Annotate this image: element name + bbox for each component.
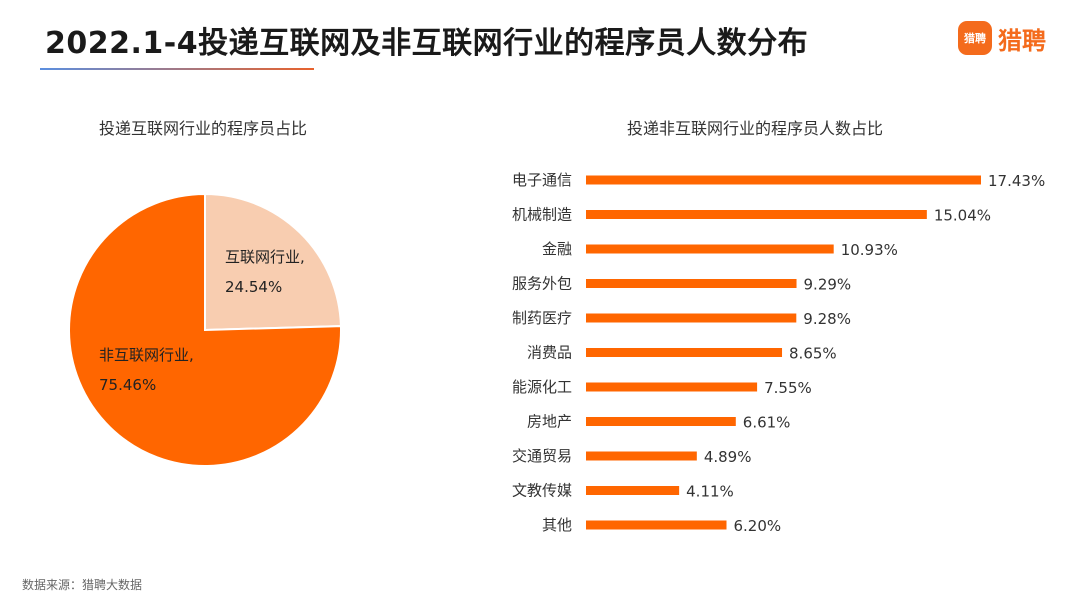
bar-category-label: 制药医疗: [512, 309, 572, 327]
bar: [586, 486, 680, 495]
bar-value-label: 7.55%: [764, 379, 812, 397]
bar-value-label: 9.28%: [803, 310, 851, 328]
bar: [586, 451, 697, 461]
bar-chart-title: 投递非互联网行业的程序员人数占比: [627, 119, 884, 138]
bar-category-label: 服务外包: [512, 275, 572, 293]
page-title: 2022.1-4投递互联网及非互联网行业的程序员人数分布: [45, 26, 809, 61]
bar-value-label: 6.61%: [743, 414, 791, 432]
pie-slice: [68, 192, 342, 467]
logo-icon: 猎聘: [958, 21, 992, 55]
data-source-note: 数据来源：猎聘大数据: [22, 578, 143, 592]
bar-value-label: 9.29%: [804, 276, 852, 294]
bar-value-label: 4.11%: [686, 483, 734, 501]
bar-category-label: 房地产: [527, 413, 572, 431]
bar-category-label: 其他: [542, 516, 572, 534]
pie-slice: [204, 192, 342, 332]
pie-slice-label: 非互联网行业,: [99, 346, 194, 364]
pie-slice-value: 24.54%: [225, 278, 282, 296]
bar: [586, 348, 783, 357]
bar-value-label: 8.65%: [789, 345, 837, 363]
bar-value-label: 6.20%: [734, 517, 782, 535]
pie-chart-title: 投递互联网行业的程序员占比: [99, 119, 308, 138]
bar-value-label: 10.93%: [841, 241, 898, 259]
bar-category-label: 交通贸易: [512, 447, 572, 465]
bar-category-label: 消费品: [527, 344, 572, 362]
bar-value-label: 4.89%: [704, 448, 752, 466]
bar-value-label: 15.04%: [934, 207, 991, 225]
title-underline: [40, 68, 314, 70]
bar-category-label: 能源化工: [512, 378, 572, 396]
liepin-logo: 猎聘 猎聘: [958, 20, 1046, 56]
bar: [586, 417, 736, 426]
logo-text: 猎聘: [998, 26, 1046, 55]
bar-category-label: 文教传媒: [512, 482, 572, 500]
bar: [586, 244, 834, 254]
bar-value-label: 17.43%: [988, 172, 1045, 190]
pie-slice-value: 75.46%: [99, 376, 156, 394]
pie-slice-label: 互联网行业,: [225, 248, 305, 266]
bar-category-label: 金融: [542, 240, 572, 258]
bar: [586, 210, 927, 219]
bar-category-label: 电子通信: [512, 171, 572, 189]
bar: [586, 175, 981, 185]
bar: [586, 313, 797, 323]
bar-category-label: 机械制造: [512, 206, 572, 224]
bar: [586, 520, 727, 530]
bar: [586, 382, 758, 392]
bar: [586, 279, 797, 288]
